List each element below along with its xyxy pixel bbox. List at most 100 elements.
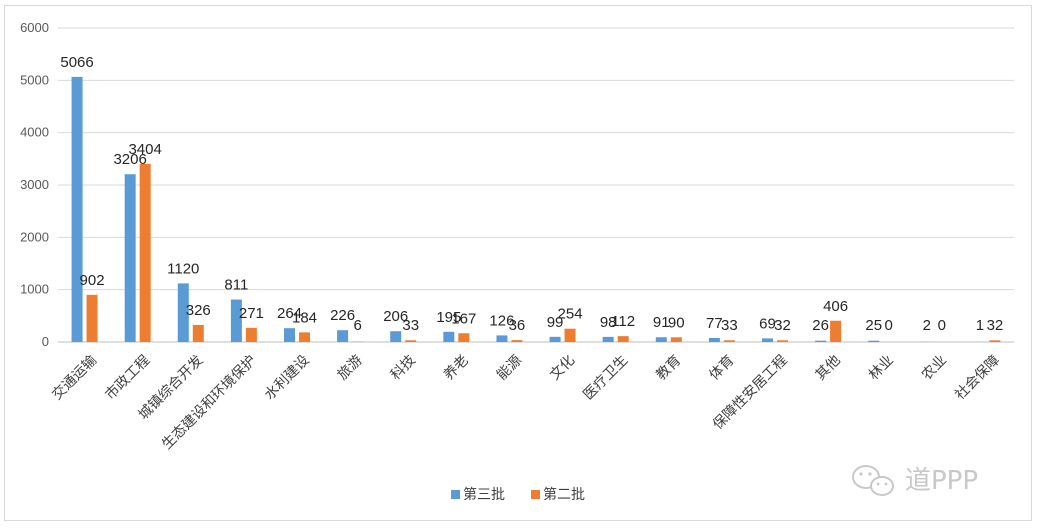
data-label: 3206 bbox=[113, 151, 146, 168]
y-tick-label: 2000 bbox=[20, 229, 49, 244]
bar-series2 bbox=[777, 340, 788, 342]
bar-series2 bbox=[670, 337, 682, 342]
bar-series1 bbox=[602, 336, 614, 342]
data-label: 77 bbox=[706, 315, 723, 332]
bar-series1 bbox=[337, 330, 349, 342]
bar-series1 bbox=[284, 328, 295, 342]
y-tick-label: 6000 bbox=[20, 20, 49, 35]
bar-series1 bbox=[177, 283, 189, 342]
data-label: 112 bbox=[611, 313, 635, 330]
data-label: 167 bbox=[451, 310, 476, 327]
bar-series2 bbox=[723, 340, 735, 342]
x-tick-label: 体育 bbox=[706, 352, 737, 383]
data-label: 33 bbox=[721, 317, 738, 334]
data-label: 254 bbox=[558, 306, 583, 323]
x-tick-label: 生态建设和环境保护 bbox=[159, 352, 259, 452]
x-tick-label: 能源 bbox=[494, 352, 525, 383]
legend-label: 第三批 bbox=[463, 486, 505, 503]
y-tick-label: 0 bbox=[42, 334, 49, 349]
data-label: 98 bbox=[600, 314, 617, 331]
bar-series2 bbox=[192, 324, 204, 342]
bar-series1 bbox=[815, 340, 827, 342]
x-tick-label: 旅游 bbox=[335, 352, 366, 383]
watermark: 道PPP bbox=[852, 465, 978, 496]
y-tick-label: 1000 bbox=[20, 282, 49, 297]
bar-series1 bbox=[390, 331, 402, 342]
data-label: 5066 bbox=[60, 54, 93, 71]
bar-series1 bbox=[655, 337, 667, 342]
data-label: 271 bbox=[239, 305, 264, 322]
bar-series1 bbox=[496, 335, 508, 342]
data-label: 406 bbox=[823, 298, 848, 315]
data-label: 195 bbox=[436, 309, 461, 326]
legend-swatch bbox=[531, 490, 540, 499]
data-label: 2 bbox=[923, 317, 931, 334]
data-label: 33 bbox=[402, 317, 419, 334]
x-tick-label: 社会保障 bbox=[952, 352, 1003, 403]
data-label: 0 bbox=[885, 317, 893, 334]
y-axis: 0 1000 2000 3000 4000 5000 6000 bbox=[20, 20, 49, 349]
y-tick-label: 4000 bbox=[20, 125, 49, 140]
bars bbox=[71, 76, 1001, 342]
data-label: 902 bbox=[80, 272, 105, 289]
data-label: 206 bbox=[383, 308, 408, 325]
x-tick-label: 水利建设 bbox=[262, 352, 313, 403]
bar-series2 bbox=[830, 320, 842, 342]
data-label: 264 bbox=[277, 305, 302, 322]
data-label: 6 bbox=[353, 317, 361, 334]
bar-series2 bbox=[564, 328, 576, 342]
bar-series2 bbox=[139, 163, 151, 342]
legend-swatch bbox=[451, 490, 460, 499]
chart-frame bbox=[4, 5, 1032, 521]
data-label: 90 bbox=[668, 314, 685, 331]
data-label: 0 bbox=[938, 317, 946, 334]
bar-series2 bbox=[458, 333, 470, 342]
bar-series1 bbox=[762, 338, 773, 342]
x-tick-label: 养老 bbox=[441, 352, 472, 383]
legend-label: 第二批 bbox=[543, 486, 585, 503]
x-tick-label: 林业 bbox=[866, 352, 897, 383]
data-label: 126 bbox=[489, 312, 514, 329]
x-tick-label: 科技 bbox=[388, 352, 419, 383]
x-tick-label: 农业 bbox=[919, 352, 950, 383]
bar-series2 bbox=[86, 294, 98, 342]
bar-series1 bbox=[549, 336, 561, 342]
gridlines bbox=[58, 27, 1014, 343]
data-label: 184 bbox=[292, 309, 317, 326]
wechat-icon bbox=[852, 465, 894, 496]
data-label: 69 bbox=[759, 315, 776, 332]
data-label: 811 bbox=[224, 277, 248, 294]
bar-series1 bbox=[230, 299, 242, 342]
y-tick-label: 5000 bbox=[20, 72, 49, 87]
bar-series1 bbox=[868, 340, 880, 342]
x-tick-label: 文化 bbox=[547, 352, 578, 383]
bar-series1 bbox=[708, 337, 720, 342]
x-tick-label: 其他 bbox=[813, 352, 844, 383]
bar-series2 bbox=[989, 340, 1001, 342]
x-tick-label: 交通运输 bbox=[49, 352, 101, 404]
x-tick-label: 教育 bbox=[653, 352, 684, 383]
data-label: 32 bbox=[987, 317, 1004, 334]
x-tick-label: 市政工程 bbox=[102, 352, 154, 404]
data-label: 26 bbox=[812, 317, 829, 334]
x-tick-label: 医疗卫生 bbox=[580, 352, 631, 403]
data-label: 1 bbox=[976, 317, 984, 334]
data-label: 91 bbox=[653, 314, 670, 331]
bar-series2 bbox=[299, 332, 310, 342]
bar-series2 bbox=[511, 340, 523, 342]
data-label: 326 bbox=[186, 302, 211, 319]
data-label: 1120 bbox=[167, 260, 199, 277]
data-label: 32 bbox=[774, 317, 791, 334]
watermark-text: 道PPP bbox=[905, 466, 978, 496]
y-tick-label: 3000 bbox=[20, 177, 49, 192]
bar-series1 bbox=[443, 331, 455, 342]
data-label: 36 bbox=[509, 317, 526, 334]
bar-series1 bbox=[71, 76, 83, 342]
bar-series2 bbox=[617, 336, 629, 342]
data-label: 3404 bbox=[128, 141, 161, 158]
bar-series2 bbox=[245, 327, 257, 342]
bar-series2 bbox=[405, 340, 417, 342]
